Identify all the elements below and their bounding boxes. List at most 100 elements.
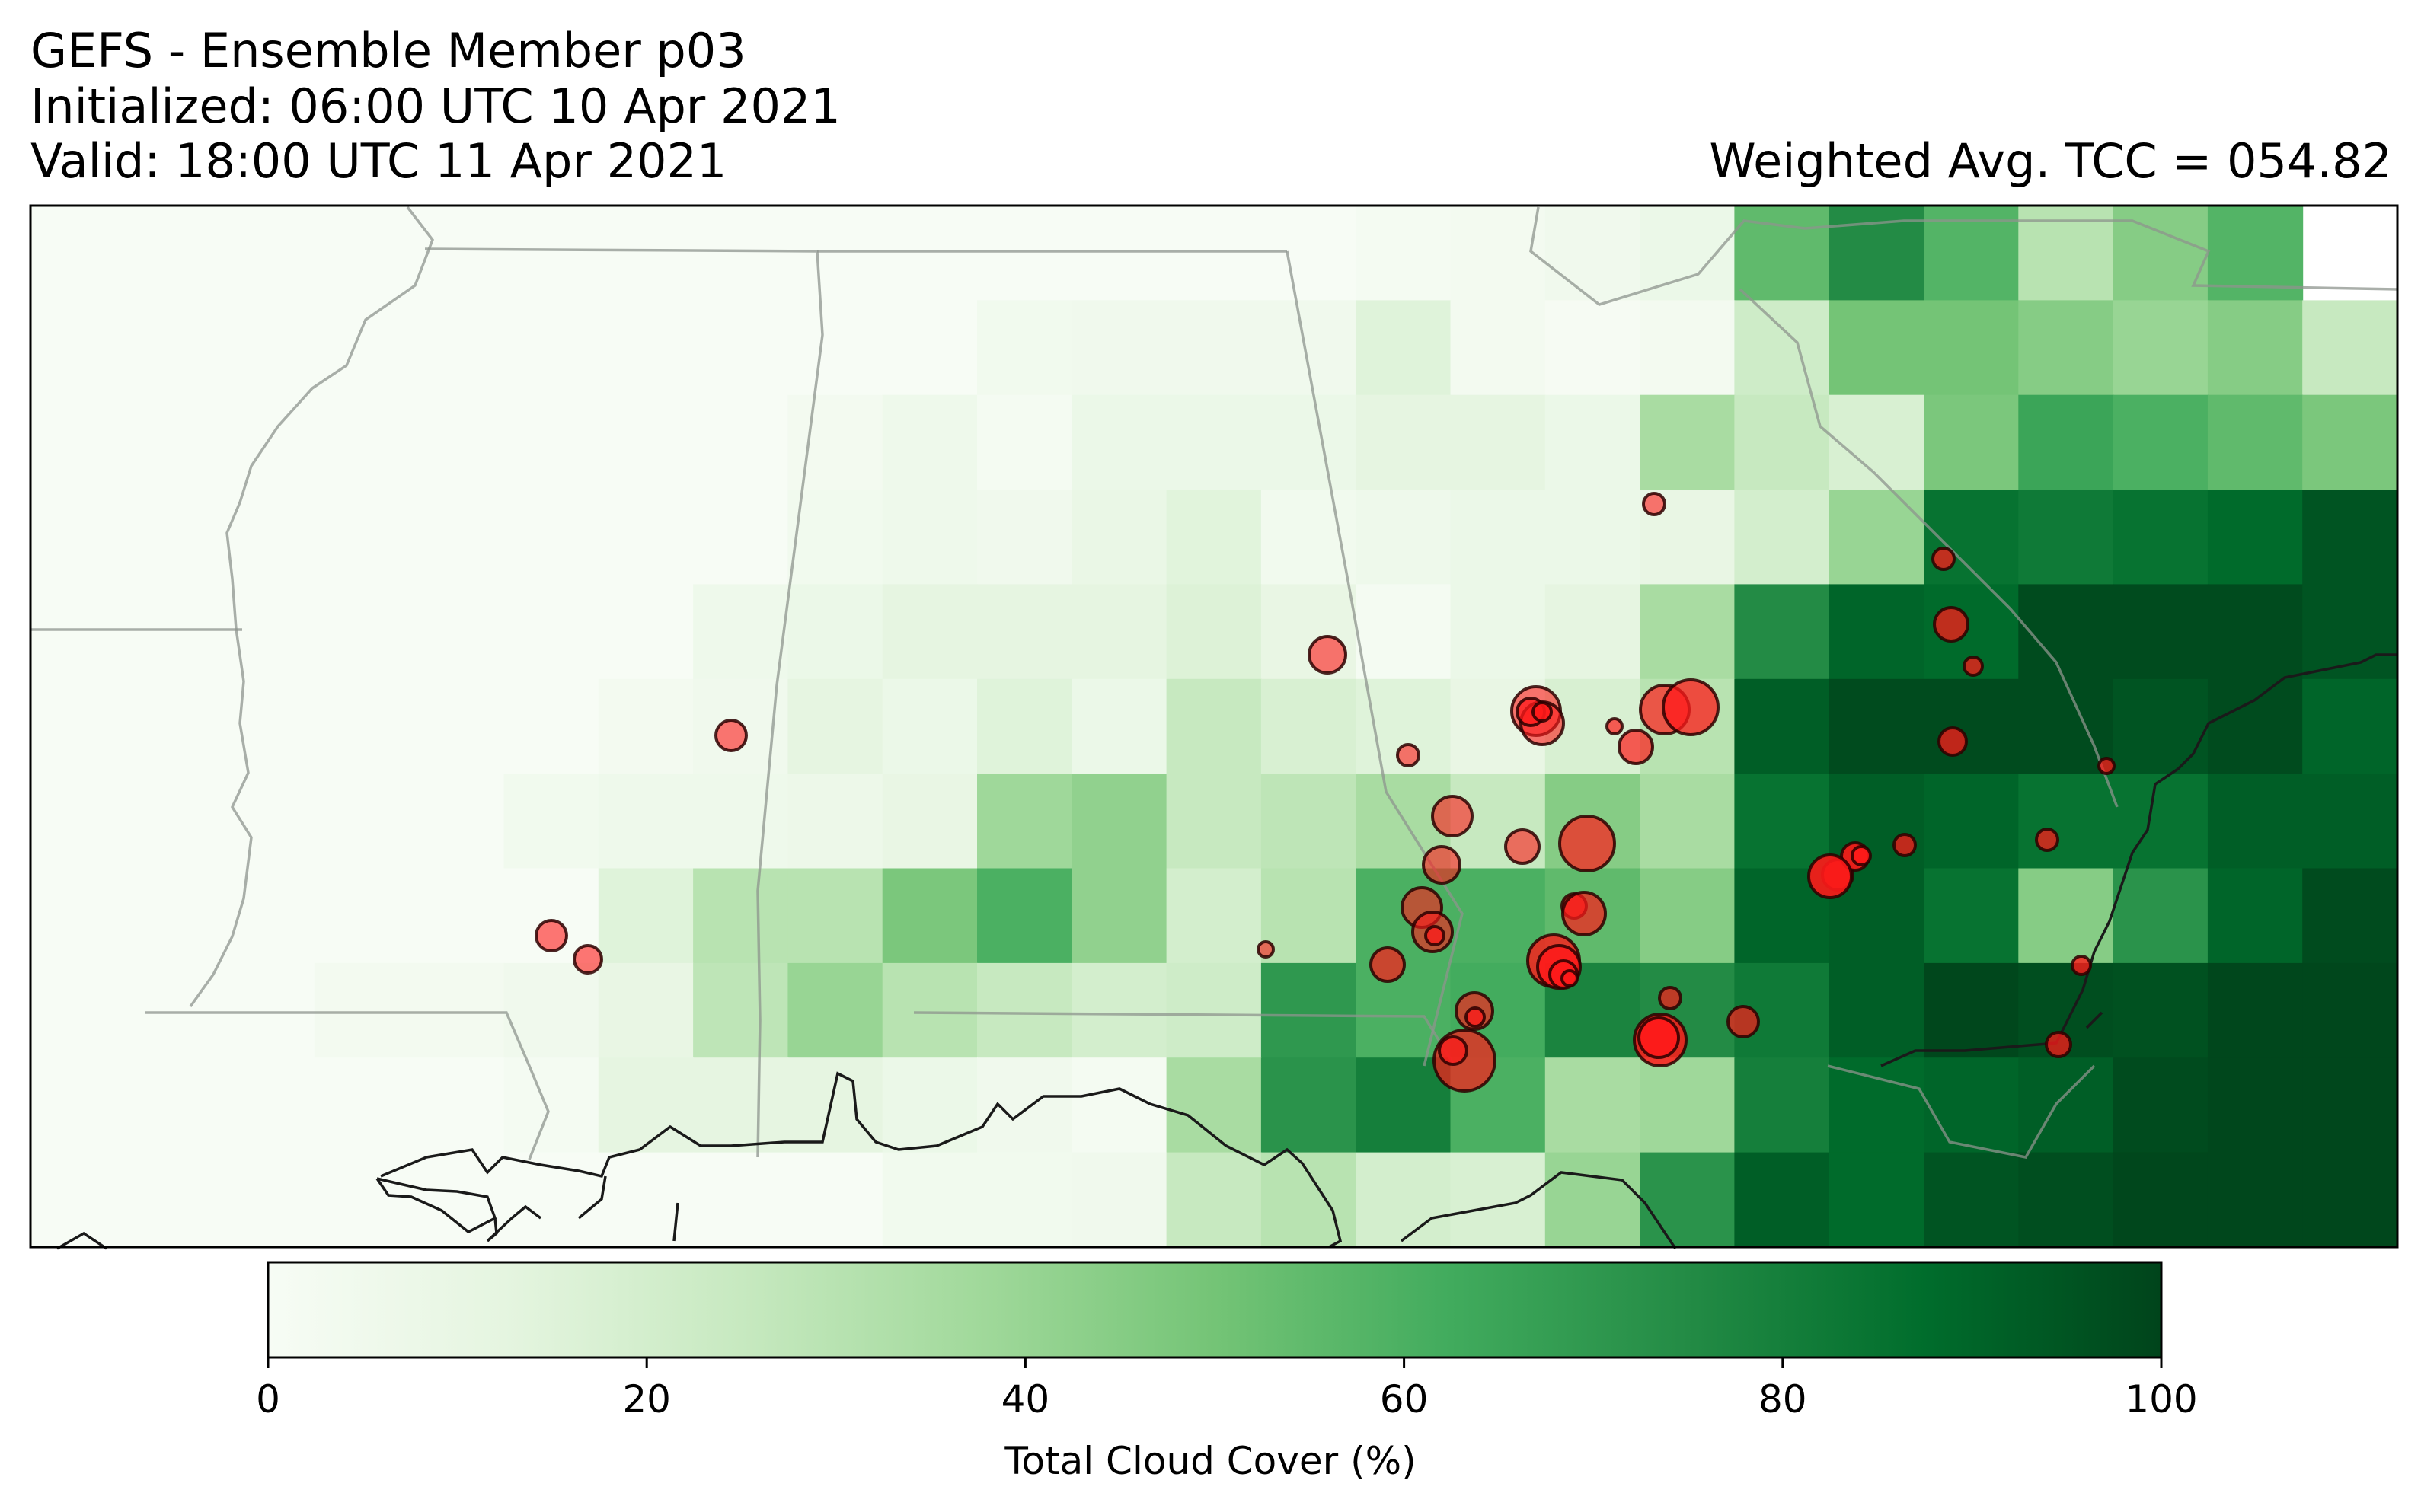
grid-cell xyxy=(787,678,883,775)
grid-cell xyxy=(314,584,410,680)
station-marker xyxy=(1396,743,1420,767)
grid-cell xyxy=(409,300,505,396)
grid-cell xyxy=(125,774,221,869)
grid-cell xyxy=(219,1152,315,1247)
grid-cell xyxy=(598,206,695,301)
grid-cell xyxy=(2302,678,2397,775)
grid-cell xyxy=(314,868,410,964)
grid-cell xyxy=(1734,584,1830,680)
grid-cell xyxy=(1544,490,1641,585)
grid-cell xyxy=(977,774,1073,869)
grid-cell xyxy=(977,962,1073,1059)
grid-cell xyxy=(219,678,315,775)
map-frame xyxy=(29,204,2399,1249)
grid-cell xyxy=(219,1057,315,1153)
grid-cell xyxy=(1166,774,1262,869)
grid-cell xyxy=(693,868,789,964)
station-marker xyxy=(2097,757,2116,775)
grid-cell xyxy=(1640,300,1736,396)
cloud-cover-grid xyxy=(30,206,2397,1247)
grid-cell xyxy=(693,1057,789,1153)
grid-cell xyxy=(2113,678,2209,775)
grid-cell xyxy=(1640,584,1736,680)
grid-cell xyxy=(882,1057,978,1153)
grid-cell xyxy=(1166,584,1262,680)
grid-cell xyxy=(1734,490,1830,585)
grid-cell xyxy=(30,584,126,680)
grid-cell xyxy=(882,868,978,964)
grid-cell xyxy=(1734,300,1830,396)
grid-cell xyxy=(1166,868,1262,964)
title-line-2: Initialized: 06:00 UTC 10 Apr 2021 xyxy=(30,78,841,134)
grid-cell xyxy=(2207,1057,2304,1153)
station-marker xyxy=(1642,492,1666,516)
grid-cell xyxy=(1924,678,2020,775)
grid-cell xyxy=(1072,584,1167,680)
grid-cell xyxy=(882,962,978,1059)
grid-cell xyxy=(693,300,789,396)
grid-cell xyxy=(1072,962,1167,1059)
station-marker xyxy=(2035,828,2059,852)
grid-cell xyxy=(314,774,410,869)
grid-cell xyxy=(30,678,126,775)
grid-cell xyxy=(503,774,599,869)
grid-cell xyxy=(2113,394,2209,491)
grid-cell xyxy=(2207,490,2304,585)
grid-cell xyxy=(30,774,126,869)
grid-cell xyxy=(1450,1152,1546,1247)
grid-cell xyxy=(1734,774,1830,869)
station-marker xyxy=(1531,701,1553,723)
grid-cell xyxy=(2207,1152,2304,1247)
grid-cell xyxy=(1072,678,1167,775)
station-marker xyxy=(1438,1035,1468,1066)
grid-cell xyxy=(314,206,410,301)
grid-cell xyxy=(882,1152,978,1247)
grid-cell xyxy=(2018,490,2114,585)
station-marker xyxy=(1257,940,1275,959)
grid-cell xyxy=(1072,490,1167,585)
grid-cell xyxy=(2018,1152,2114,1247)
grid-cell xyxy=(1072,1152,1167,1247)
grid-cell xyxy=(1640,394,1736,491)
grid-cell xyxy=(882,490,978,585)
grid-cell xyxy=(409,678,505,775)
grid-cell xyxy=(1924,394,2020,491)
grid-cell xyxy=(2302,868,2397,964)
grid-cell xyxy=(1166,962,1262,1059)
grid-cell xyxy=(2113,490,2209,585)
grid-cell xyxy=(882,300,978,396)
grid-cell xyxy=(977,300,1073,396)
station-marker xyxy=(1637,1016,1680,1059)
grid-cell xyxy=(1356,584,1452,680)
title-line-3: Valid: 18:00 UTC 11 Apr 2021 xyxy=(30,133,727,189)
grid-cell xyxy=(1829,962,1924,1059)
grid-cell xyxy=(30,1057,126,1153)
grid-cell xyxy=(219,490,315,585)
colorbar-tick-label: 80 xyxy=(1758,1377,1807,1421)
colorbar-tick-label: 100 xyxy=(2125,1377,2197,1421)
grid-cell xyxy=(314,490,410,585)
grid-cell xyxy=(2302,1152,2397,1247)
grid-cell xyxy=(503,300,599,396)
grid-cell xyxy=(219,206,315,301)
colorbar-tick-label: 20 xyxy=(622,1377,671,1421)
grid-cell xyxy=(1166,206,1262,301)
grid-cell xyxy=(1829,584,1924,680)
station-marker xyxy=(2045,1031,2072,1058)
grid-cell xyxy=(314,962,410,1059)
grid-cell xyxy=(1356,1152,1452,1247)
grid-cell xyxy=(125,394,221,491)
station-marker xyxy=(1558,815,1616,872)
grid-cell xyxy=(1260,678,1357,775)
grid-cell xyxy=(598,490,695,585)
station-marker xyxy=(1422,845,1461,885)
grid-cell xyxy=(314,1152,410,1247)
grid-cell xyxy=(1260,962,1357,1059)
grid-cell xyxy=(2018,300,2114,396)
grid-cell xyxy=(1924,300,2020,396)
grid-cell xyxy=(1734,394,1830,491)
station-marker xyxy=(1937,726,1968,757)
colorbar-label: Total Cloud Cover (%) xyxy=(1004,1439,1417,1483)
grid-cell xyxy=(2207,584,2304,680)
